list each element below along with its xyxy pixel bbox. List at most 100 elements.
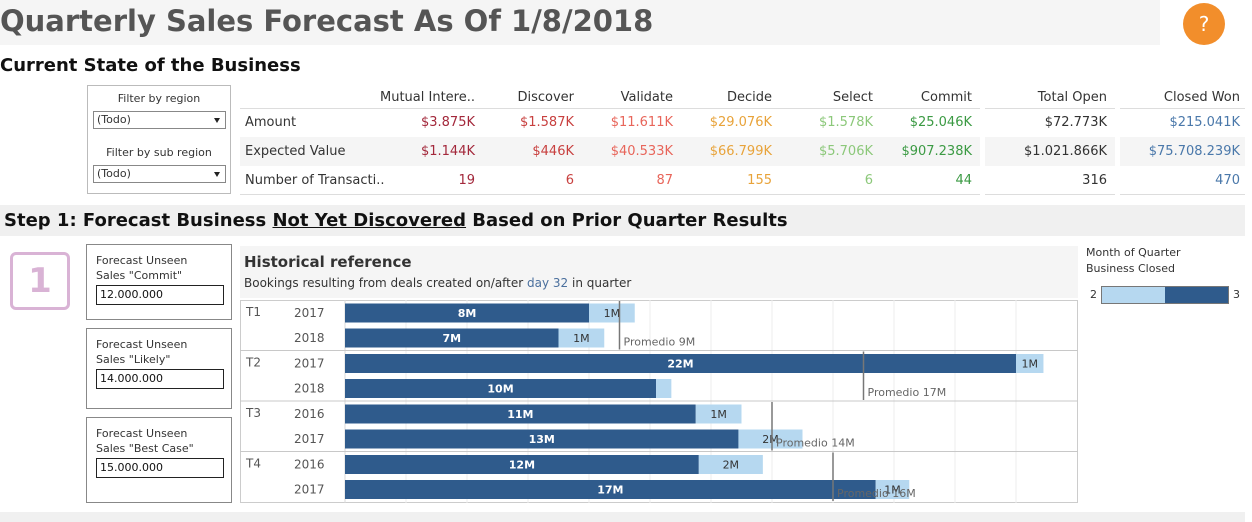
year-label: 2017 — [294, 357, 325, 371]
forecast-best-case-label: Forecast Unseen Sales "Best Case" — [96, 426, 194, 456]
forecast-best-case-label-line2: Sales "Best Case" — [96, 442, 194, 455]
table-cell[interactable]: $215.041K — [1169, 115, 1240, 130]
legend-min-label: 2 — [1090, 288, 1097, 301]
forecast-commit-label-line2: Sales "Commit" — [96, 269, 183, 282]
forecast-commit-input[interactable]: 12.000.000 — [96, 285, 224, 305]
table-cell[interactable]: $1.144K — [420, 144, 475, 159]
table-cell[interactable]: $40.533K — [610, 144, 673, 159]
section-title-current-state: Current State of the Business — [0, 55, 301, 76]
table-cell[interactable]: 6 — [864, 173, 873, 188]
historical-bar-chart: T1 2017 8M 1M 2018 7M 1M Promedio 9M T2 2017 22M 1M… — [240, 300, 1078, 503]
table-cell[interactable]: $1.578K — [818, 115, 873, 130]
table-divider — [240, 108, 980, 109]
filter-subregion-label: Filter by sub region — [106, 146, 212, 159]
bar-month3[interactable] — [558, 328, 605, 348]
bar-label-month2: 12M — [509, 459, 535, 472]
bar-label-month2: 7M — [442, 332, 461, 345]
bar-month2[interactable] — [345, 404, 696, 424]
year-label: 2017 — [294, 483, 325, 497]
column-header: Validate — [620, 90, 673, 105]
bar-month2[interactable] — [345, 303, 589, 323]
step1-title-suffix: Based on Prior Quarter Results — [466, 210, 788, 231]
column-header: Total Open — [1037, 90, 1107, 105]
section2-band — [0, 205, 1245, 236]
bar-label-month3: 1M — [884, 484, 901, 497]
bar-month3[interactable] — [1016, 354, 1044, 373]
row-label-expected-value: Expected Value — [245, 144, 346, 159]
row-band-total-open — [985, 137, 1115, 166]
bar-month3[interactable] — [698, 455, 763, 474]
bar-label-month2: 17M — [597, 484, 623, 497]
row-band-closed-won — [1120, 137, 1245, 166]
historical-subtitle-before: Bookings resulting from deals created on… — [244, 276, 528, 290]
bar-month3[interactable] — [738, 429, 803, 449]
table-divider — [240, 194, 980, 195]
bar-label-month3: 2M — [723, 459, 740, 472]
table-cell[interactable]: $5.706K — [818, 144, 873, 159]
table-cell[interactable]: $446K — [532, 144, 574, 159]
table-cell[interactable]: 19 — [458, 173, 475, 188]
legend-color-bar[interactable] — [1101, 286, 1229, 304]
bar-month2[interactable] — [345, 455, 699, 474]
bar-month3[interactable] — [695, 404, 742, 424]
filter-subregion-select[interactable]: (Todo) — [93, 165, 226, 183]
bar-month2[interactable] — [345, 354, 1016, 373]
average-label: Promedio 16M — [837, 487, 916, 500]
bar-month3[interactable] — [656, 379, 672, 398]
column-header: Select — [832, 90, 873, 105]
help-button[interactable]: ? — [1183, 3, 1225, 45]
bar-month2[interactable] — [345, 480, 876, 499]
dropdown-arrow-icon — [214, 172, 220, 177]
page-title: Quarterly Sales Forecast As Of 1/8/2018 — [0, 4, 654, 38]
table-cell[interactable]: 44 — [955, 173, 972, 188]
legend-max-label: 3 — [1233, 288, 1240, 301]
forecast-likely-panel: Forecast Unseen Sales "Likely" 14.000.00… — [86, 328, 232, 409]
table-cell[interactable]: 6 — [565, 173, 574, 188]
filter-region-select[interactable]: (Todo) — [93, 111, 226, 129]
table-cell[interactable]: $3.875K — [420, 115, 475, 130]
table-cell[interactable]: $72.773K — [1044, 115, 1107, 130]
forecast-likely-input[interactable]: 14.000.000 — [96, 369, 224, 389]
forecast-likely-label-line2: Sales "Likely" — [96, 353, 171, 366]
bar-month3[interactable] — [589, 303, 635, 323]
table-cell[interactable]: 470 — [1215, 173, 1240, 188]
filter-panel: Filter by region (Todo) Filter by sub re… — [87, 85, 231, 194]
year-label: 2017 — [294, 432, 325, 446]
historical-header-band — [240, 246, 1078, 298]
section-title-step1: Step 1: Forecast Business Not Yet Discov… — [4, 210, 788, 231]
table-cell[interactable]: $25.046K — [909, 115, 972, 130]
quarter-label: T4 — [245, 457, 261, 471]
table-cell[interactable]: 155 — [747, 173, 772, 188]
forecast-likely-label-line1: Forecast Unseen — [96, 338, 188, 351]
year-label: 2016 — [294, 407, 325, 421]
bar-month2[interactable] — [345, 379, 657, 398]
table-cell[interactable]: $66.799K — [709, 144, 772, 159]
table-cell[interactable]: 316 — [1082, 173, 1107, 188]
bar-label-month3: 1M — [573, 332, 590, 345]
forecast-likely-label: Forecast Unseen Sales "Likely" — [96, 337, 187, 367]
forecast-best-case-input[interactable]: 15.000.000 — [96, 458, 224, 478]
bar-month2[interactable] — [345, 328, 559, 348]
year-label: 2016 — [294, 458, 325, 472]
table-divider — [1120, 194, 1245, 195]
table-cell[interactable]: 87 — [656, 173, 673, 188]
bar-month3[interactable] — [875, 480, 910, 499]
filter-subregion-value: (Todo) — [97, 167, 131, 180]
table-cell[interactable]: $29.076K — [709, 115, 772, 130]
legend-title-line1: Month of Quarter — [1086, 246, 1181, 259]
step1-title-prefix: Step 1: Forecast Business — [4, 210, 273, 231]
historical-subtitle-after: in quarter — [568, 276, 632, 290]
column-header: Commit — [920, 90, 972, 105]
table-cell[interactable]: $1.587K — [519, 115, 574, 130]
forecast-best-case-label-line1: Forecast Unseen — [96, 427, 188, 440]
table-cell[interactable]: $11.611K — [610, 115, 673, 130]
bar-month2[interactable] — [345, 429, 739, 449]
table-cell[interactable]: $907.238K — [901, 144, 972, 159]
question-mark-icon: ? — [1198, 12, 1210, 36]
quarter-label: T3 — [245, 406, 261, 420]
column-header: Decide — [726, 90, 772, 105]
table-cell[interactable]: $1.021.866K — [1024, 144, 1107, 159]
table-cell[interactable]: $75.708.239K — [1148, 144, 1240, 159]
historical-subtitle-highlight: day 32 — [527, 276, 569, 290]
year-label: 2017 — [294, 306, 325, 320]
